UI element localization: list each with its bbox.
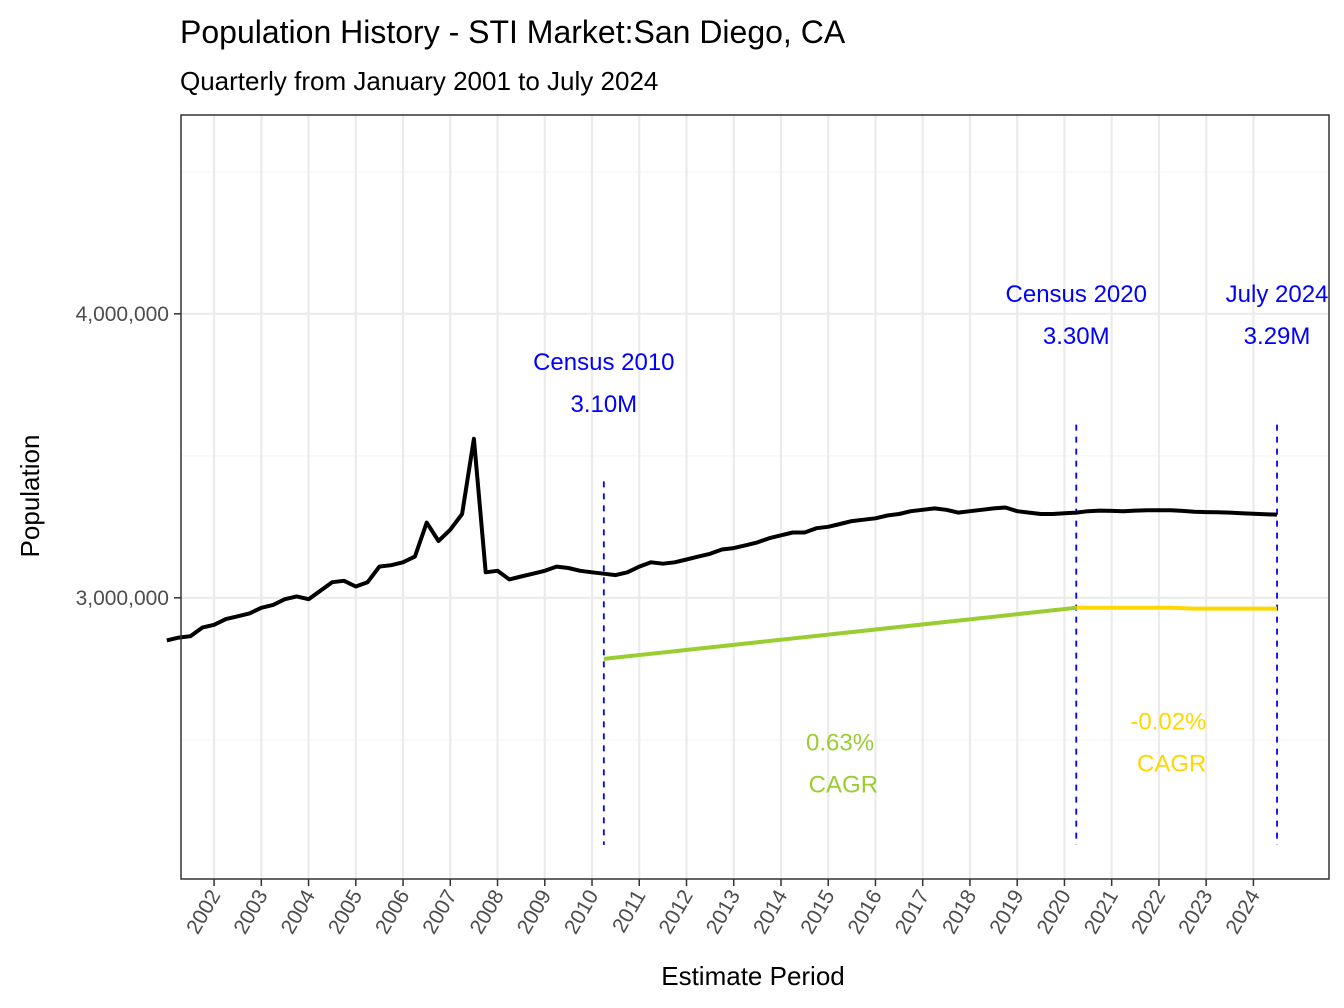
cagr-2010-2020-line — [603, 605, 1077, 661]
x-tick-label: 2009 — [513, 886, 556, 938]
annotation-census-2010: Census 2010 3.10M — [533, 349, 674, 418]
x-tick-label: 2020 — [1032, 886, 1075, 938]
x-tick-label: 2022 — [1127, 886, 1170, 938]
x-tick-label: 2024 — [1221, 886, 1264, 938]
x-axis-label: Estimate Period — [661, 961, 845, 991]
y-tick-label: 3,000,000 — [76, 587, 169, 610]
x-tick-label: 2005 — [324, 886, 367, 938]
annotation-census-2020: Census 2020 3.30M — [1006, 281, 1147, 350]
x-tick-label: 2002 — [182, 886, 225, 938]
x-tick-label: 2008 — [466, 886, 509, 938]
x-tick-label: 2018 — [938, 886, 981, 938]
panel-border — [180, 114, 1330, 880]
y-axis-label: Population — [15, 435, 45, 558]
cagr-2020-2024-line — [1076, 605, 1277, 611]
chart-subtitle: Quarterly from January 2001 to July 2024 — [180, 66, 658, 96]
x-tick-label: 2012 — [655, 886, 698, 938]
x-tick-label: 2017 — [891, 886, 934, 938]
series-layer — [166, 436, 1278, 661]
x-tick-label: 2015 — [796, 886, 839, 938]
x-tick-label: 2010 — [560, 886, 603, 938]
y-tick-label: 4,000,000 — [76, 303, 169, 326]
x-tick-label: 2007 — [418, 886, 461, 938]
x-tick-label: 2023 — [1174, 886, 1217, 938]
grid-layer — [181, 115, 1329, 879]
annotation-july-2024: July 2024 3.29M — [1226, 281, 1329, 350]
chart-title: Population History - STI Market:San Dieg… — [180, 14, 846, 50]
x-tick-label: 2016 — [844, 886, 887, 938]
x-tick-label: 2021 — [1080, 886, 1123, 938]
x-tick-label: 2019 — [985, 886, 1028, 938]
x-tick-label: 2004 — [277, 886, 320, 938]
census-reference-lines — [602, 424, 1278, 845]
x-tick-label: 2013 — [702, 886, 745, 938]
population-line — [166, 436, 1278, 643]
annotation-cagr-2010-2020: 0.63% CAGR — [802, 730, 878, 799]
x-tick-label: 2006 — [371, 886, 414, 938]
x-tick-label: 2003 — [229, 886, 272, 938]
x-tick-label: 2014 — [749, 886, 792, 938]
x-tick-label: 2011 — [608, 886, 651, 937]
annotation-layer: Census 2010 3.10M Census 2020 3.30M July 202… — [533, 281, 1328, 799]
annotation-cagr-2020-2024: -0.02% CAGR — [1130, 708, 1206, 777]
